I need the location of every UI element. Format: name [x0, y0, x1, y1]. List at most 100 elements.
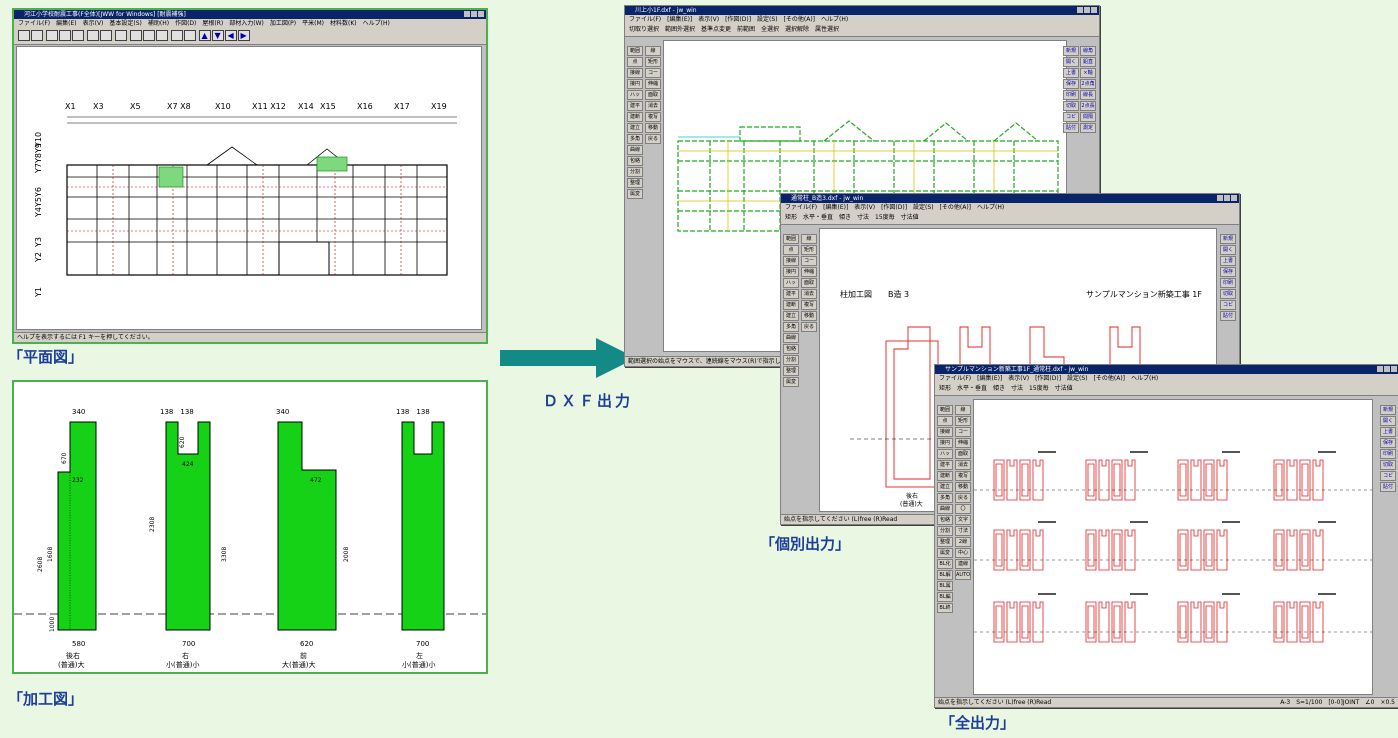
jw-menubar[interactable]: ファイル(F) [編集(E)] 表示(V) [作図(D)] 設定(S) [その他… — [625, 15, 1099, 24]
tool-button[interactable]: 線 — [645, 46, 661, 56]
tool-button[interactable]: 印刷 — [1380, 449, 1396, 459]
open-file-icon[interactable] — [31, 30, 43, 41]
tool-button[interactable]: 上書 — [1380, 427, 1396, 437]
close-button[interactable] — [1091, 7, 1097, 13]
tool-button[interactable]: 2点長 — [1080, 101, 1096, 111]
new-file-icon[interactable] — [18, 30, 30, 41]
tool-button[interactable]: 上書 — [1063, 68, 1079, 78]
tool-button[interactable]: 貼付 — [1380, 482, 1396, 492]
tool-button[interactable]: 面取 — [955, 449, 971, 459]
jw-toolbar[interactable]: 切取り選択 範囲外選択 基準点変更 前範囲 全選択 選択解除 属性選択 — [625, 24, 1099, 37]
tool-button[interactable]: 伸縮 — [801, 267, 817, 277]
maximize-button[interactable] — [1384, 366, 1390, 372]
tool-button[interactable]: 整理 — [937, 537, 953, 547]
tool-button[interactable]: BL解 — [937, 570, 953, 580]
tool-button[interactable]: 包絡 — [783, 344, 799, 354]
minimize-button[interactable] — [1217, 195, 1223, 201]
tool-button[interactable]: 連線 — [955, 559, 971, 569]
save-icon[interactable] — [58, 30, 71, 41]
tool-button[interactable]: 整理 — [783, 366, 799, 376]
tool-button[interactable]: 整理 — [627, 178, 643, 188]
tool-button[interactable]: 建断 — [783, 300, 799, 310]
tool-button[interactable]: 多角 — [627, 134, 643, 144]
tool-button[interactable]: 点 — [783, 245, 799, 255]
tool-button[interactable]: 移動 — [955, 482, 971, 492]
tool-button[interactable]: 複写 — [801, 300, 817, 310]
maximize-button[interactable] — [1224, 195, 1230, 201]
tool-button[interactable]: 線長 — [1080, 90, 1096, 100]
tool-button[interactable]: 建平 — [627, 101, 643, 111]
tool-button[interactable]: 曲線 — [627, 145, 643, 155]
tool-button[interactable]: 鉛直 — [1080, 57, 1096, 67]
numbering-icon[interactable] — [170, 30, 183, 41]
tool-button[interactable]: BL化 — [937, 559, 953, 569]
maximize-button[interactable] — [471, 11, 477, 17]
tool-button[interactable]: 接円 — [937, 438, 953, 448]
tool-button[interactable]: 建平 — [937, 460, 953, 470]
tool-button[interactable]: 接円 — [783, 267, 799, 277]
tool-button[interactable]: 伸縮 — [955, 438, 971, 448]
tool-button[interactable]: 建立 — [937, 482, 953, 492]
tool-button[interactable]: 建平 — [783, 289, 799, 299]
tool-button[interactable]: 線角 — [1080, 46, 1096, 56]
tool-button[interactable]: コピー — [1380, 471, 1396, 481]
tool-button[interactable]: 印刷 — [1063, 90, 1079, 100]
tool-button[interactable]: 開く — [1220, 245, 1236, 255]
arrow-right-icon[interactable]: ▶ — [237, 30, 250, 41]
tool-button[interactable]: 開く — [1063, 57, 1079, 67]
tool-button[interactable]: 範囲 — [627, 46, 643, 56]
tool-button[interactable]: 属変 — [627, 189, 643, 199]
tool-button[interactable]: 曲線 — [783, 333, 799, 343]
preview-icon[interactable] — [99, 30, 112, 41]
minimize-button[interactable] — [464, 11, 470, 17]
tool-button[interactable]: 文字 — [955, 515, 971, 525]
tool-button[interactable]: 寸法 — [955, 526, 971, 536]
tool-button[interactable]: 多角 — [783, 322, 799, 332]
tool-button[interactable]: AUTO — [955, 570, 971, 580]
tool-button[interactable]: 切取 — [1063, 101, 1079, 111]
tool-button[interactable]: 線 — [801, 234, 817, 244]
maximize-button[interactable] — [1084, 7, 1090, 13]
tool-button[interactable]: コピー — [1063, 112, 1079, 122]
tool-button[interactable]: 属変 — [937, 548, 953, 558]
tool-button[interactable]: 多角 — [937, 493, 953, 503]
home-icon[interactable] — [114, 30, 127, 41]
tool-button[interactable]: 接線 — [627, 68, 643, 78]
tool-button[interactable]: ×軸 — [1080, 68, 1096, 78]
jw-menubar[interactable]: ファイル(F) [編集(E)] 表示(V) [作図(D)] 設定(S) [その他… — [935, 374, 1398, 383]
close-button[interactable] — [1391, 366, 1397, 372]
plan-menubar[interactable]: ファイル(F) 編集(E) 表示(V) 基本設定(S) 補助(H) 作図(D) … — [14, 19, 486, 28]
tool-button[interactable]: 貼付 — [1220, 311, 1236, 321]
tool-button[interactable]: 接線 — [783, 256, 799, 266]
tool-button[interactable]: 伸縮 — [645, 79, 661, 89]
tool-button[interactable]: 新規 — [1220, 234, 1236, 244]
jw-toolbar[interactable]: 矩形 水平・垂直 傾き 寸法 15度毎 寸法値 — [935, 383, 1398, 396]
jw-menubar[interactable]: ファイル(F) [編集(E)] 表示(V) [作図(D)] 設定(S) [その他… — [781, 203, 1239, 212]
tool-button[interactable]: 矩形 — [801, 245, 817, 255]
tool-button[interactable]: 建立 — [627, 123, 643, 133]
minimize-button[interactable] — [1377, 366, 1383, 372]
tool-button[interactable]: 曲線 — [937, 504, 953, 514]
tool-button[interactable]: 面取 — [645, 90, 661, 100]
grid-plus-icon[interactable] — [142, 30, 155, 41]
grid-minus-icon[interactable] — [155, 30, 168, 41]
grid-icon[interactable] — [129, 30, 142, 41]
jw-toolbar[interactable]: 矩形 水平・垂直 傾き 寸法 15度毎 寸法値 — [781, 212, 1239, 225]
tool-button[interactable]: 建断 — [937, 471, 953, 481]
tool-button[interactable]: BL編 — [937, 592, 953, 602]
tool-button[interactable]: 接円 — [627, 79, 643, 89]
minimize-button[interactable] — [1077, 7, 1083, 13]
tool-button[interactable]: 間隔 — [1080, 112, 1096, 122]
tool-button[interactable]: 包絡 — [627, 156, 643, 166]
circle-number-icon[interactable] — [183, 30, 196, 41]
tool-button[interactable]: 印刷 — [1220, 278, 1236, 288]
tool-button[interactable]: 新規 — [1380, 405, 1396, 415]
tool-button[interactable]: 矩形 — [955, 416, 971, 426]
tool-button[interactable]: 保存 — [1380, 438, 1396, 448]
folder-icon[interactable] — [45, 30, 58, 41]
save-as-icon[interactable] — [71, 30, 84, 41]
close-button[interactable] — [478, 11, 484, 17]
tool-button[interactable]: 戻る — [955, 493, 971, 503]
tool-button[interactable]: 保存 — [1063, 79, 1079, 89]
tool-button[interactable]: 建断 — [627, 112, 643, 122]
